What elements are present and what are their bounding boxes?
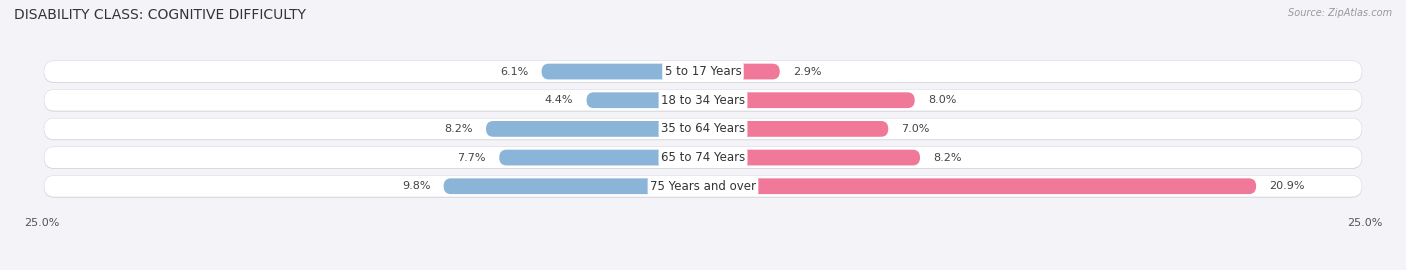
Text: 75 Years and over: 75 Years and over xyxy=(650,180,756,193)
FancyBboxPatch shape xyxy=(703,121,889,137)
FancyBboxPatch shape xyxy=(541,64,703,79)
FancyBboxPatch shape xyxy=(44,147,1362,168)
FancyBboxPatch shape xyxy=(444,178,703,194)
Text: 7.0%: 7.0% xyxy=(901,124,929,134)
FancyBboxPatch shape xyxy=(44,61,1362,82)
FancyBboxPatch shape xyxy=(703,64,780,79)
FancyBboxPatch shape xyxy=(44,118,1362,140)
Text: 8.2%: 8.2% xyxy=(444,124,472,134)
Text: 35 to 64 Years: 35 to 64 Years xyxy=(661,122,745,135)
Text: 8.0%: 8.0% xyxy=(928,95,956,105)
FancyBboxPatch shape xyxy=(44,90,1362,112)
Text: 7.7%: 7.7% xyxy=(457,153,486,163)
FancyBboxPatch shape xyxy=(499,150,703,166)
Text: 65 to 74 Years: 65 to 74 Years xyxy=(661,151,745,164)
Text: 8.2%: 8.2% xyxy=(934,153,962,163)
Text: 6.1%: 6.1% xyxy=(501,66,529,76)
FancyBboxPatch shape xyxy=(486,121,703,137)
Text: Source: ZipAtlas.com: Source: ZipAtlas.com xyxy=(1288,8,1392,18)
Text: 20.9%: 20.9% xyxy=(1270,181,1305,191)
Text: 2.9%: 2.9% xyxy=(793,66,821,76)
Text: 18 to 34 Years: 18 to 34 Years xyxy=(661,94,745,107)
FancyBboxPatch shape xyxy=(586,92,703,108)
FancyBboxPatch shape xyxy=(44,61,1362,83)
FancyBboxPatch shape xyxy=(44,89,1362,111)
FancyBboxPatch shape xyxy=(703,92,915,108)
Text: 9.8%: 9.8% xyxy=(402,181,430,191)
FancyBboxPatch shape xyxy=(703,178,1256,194)
FancyBboxPatch shape xyxy=(44,176,1362,198)
Text: 5 to 17 Years: 5 to 17 Years xyxy=(665,65,741,78)
FancyBboxPatch shape xyxy=(44,176,1362,197)
FancyBboxPatch shape xyxy=(703,150,920,166)
FancyBboxPatch shape xyxy=(44,119,1362,140)
Legend: Male, Female: Male, Female xyxy=(641,266,765,270)
Text: DISABILITY CLASS: COGNITIVE DIFFICULTY: DISABILITY CLASS: COGNITIVE DIFFICULTY xyxy=(14,8,307,22)
Text: 4.4%: 4.4% xyxy=(544,95,574,105)
FancyBboxPatch shape xyxy=(44,147,1362,169)
